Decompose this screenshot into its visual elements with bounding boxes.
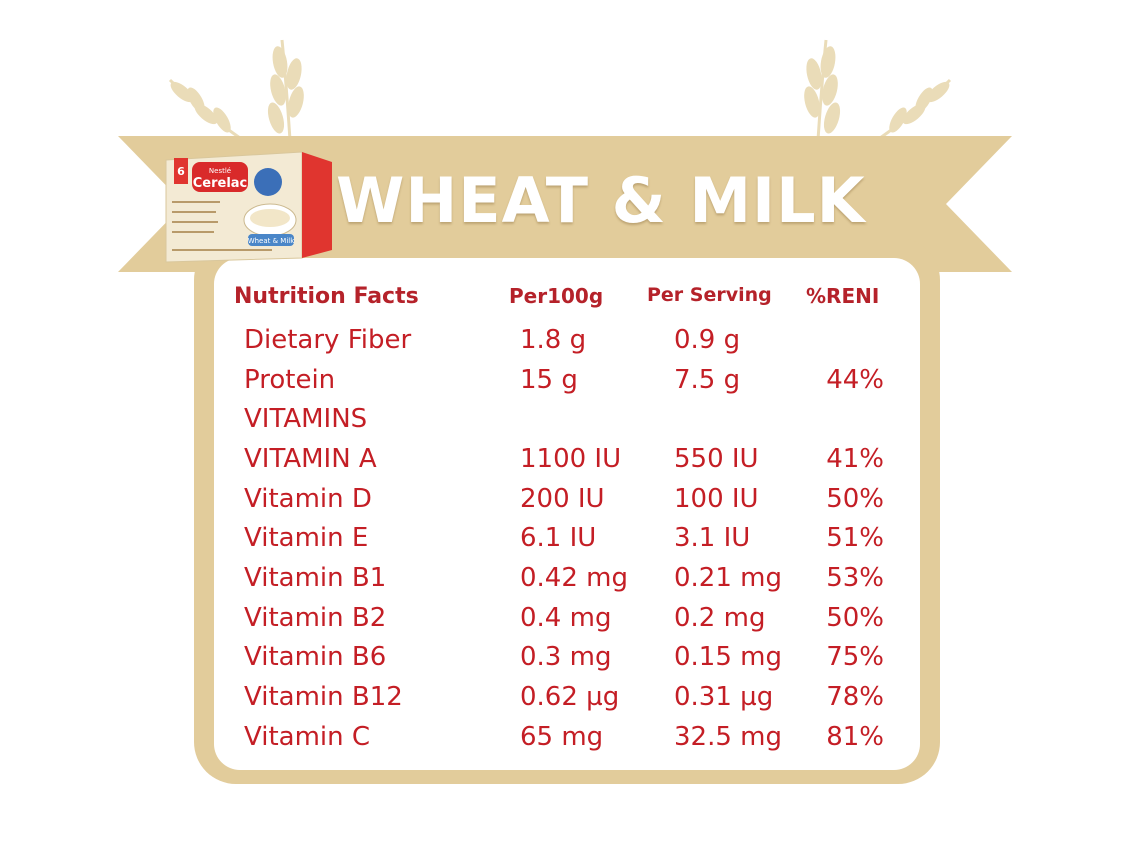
per100-value: 0.42 mg bbox=[520, 563, 628, 593]
per100-value: 200 IU bbox=[520, 484, 605, 514]
nutrition-card-inner bbox=[214, 258, 920, 770]
flavor-label: Wheat & Milk bbox=[248, 237, 296, 245]
nutrient-name: VITAMINS bbox=[244, 404, 368, 434]
per100-value: 0.62 µg bbox=[520, 682, 620, 712]
reni-value: 75% bbox=[826, 642, 884, 672]
reni-value: 81% bbox=[826, 722, 884, 752]
per100-value: 15 g bbox=[520, 365, 578, 395]
nutrient-name: Vitamin B2 bbox=[244, 603, 387, 633]
per-serving-value: 550 IU bbox=[674, 444, 759, 474]
table-row: Vitamin D 200 IU 100 IU 50% bbox=[0, 479, 1134, 519]
nutrient-name: Vitamin B1 bbox=[244, 563, 387, 593]
header-reni: %RENI bbox=[806, 284, 880, 308]
per100-value: 0.3 mg bbox=[520, 642, 612, 672]
table-row: VITAMINS bbox=[0, 399, 1134, 439]
nutrient-name: Protein bbox=[244, 365, 336, 395]
per-serving-value: 0.31 µg bbox=[674, 682, 774, 712]
banner-title: WHEAT & MILK bbox=[336, 164, 866, 237]
reni-value: 53% bbox=[826, 563, 884, 593]
table-row: Vitamin B12 0.62 µg 0.31 µg 78% bbox=[0, 677, 1134, 717]
table-row: Vitamin B2 0.4 mg 0.2 mg 50% bbox=[0, 598, 1134, 638]
per100-value: 0.4 mg bbox=[520, 603, 612, 633]
nutrient-name: Vitamin B6 bbox=[244, 642, 387, 672]
age-badge bbox=[174, 158, 188, 184]
cerelac-box-image: 6 Nestlé Cerelac Wheat & Milk bbox=[165, 151, 332, 263]
per-serving-value: 0.9 g bbox=[674, 325, 741, 355]
per-serving-value: 0.2 mg bbox=[674, 603, 766, 633]
table-row: VITAMIN A 1100 IU 550 IU 41% bbox=[0, 439, 1134, 479]
per-serving-value: 3.1 IU bbox=[674, 523, 751, 553]
table-row: Dietary Fiber 1.8 g 0.9 g bbox=[0, 320, 1134, 360]
header-per100g: Per100g bbox=[509, 284, 604, 308]
nutrient-name: Vitamin B12 bbox=[244, 682, 403, 712]
product-logo: Cerelac bbox=[193, 176, 248, 191]
per-serving-value: 100 IU bbox=[674, 484, 759, 514]
reni-value: 41% bbox=[826, 444, 884, 474]
age-badge-number: 6 bbox=[177, 165, 185, 178]
header-per-serving: Per Serving bbox=[647, 284, 772, 306]
per100-value: 65 mg bbox=[520, 722, 604, 752]
nutrient-name: Vitamin C bbox=[244, 722, 371, 752]
reni-value: 44% bbox=[826, 365, 884, 395]
nutrient-name: VITAMIN A bbox=[244, 444, 377, 474]
per-serving-value: 0.15 mg bbox=[674, 642, 782, 672]
reni-value: 50% bbox=[826, 484, 884, 514]
per100-value: 6.1 IU bbox=[520, 523, 597, 553]
header-nutrition-facts: Nutrition Facts bbox=[234, 284, 419, 309]
nutrient-name: Vitamin D bbox=[244, 484, 372, 514]
nutrient-name: Vitamin E bbox=[244, 523, 369, 553]
per-serving-value: 0.21 mg bbox=[674, 563, 782, 593]
table-row: Vitamin C 65 mg 32.5 mg 81% bbox=[0, 717, 1134, 757]
table-row: Vitamin B1 0.42 mg 0.21 mg 53% bbox=[0, 558, 1134, 598]
table-row: Vitamin B6 0.3 mg 0.15 mg 75% bbox=[0, 637, 1134, 677]
reni-value: 78% bbox=[826, 682, 884, 712]
wheat-right-icon bbox=[804, 39, 952, 141]
brand-logo: Nestlé bbox=[209, 167, 231, 175]
bear-mascot-icon bbox=[254, 168, 282, 196]
nutrition-card bbox=[194, 238, 940, 784]
table-row: Protein 15 g 7.5 g 44% bbox=[0, 360, 1134, 400]
per-serving-value: 32.5 mg bbox=[674, 722, 782, 752]
wheat-left-icon bbox=[168, 39, 304, 141]
reni-value: 51% bbox=[826, 523, 884, 553]
per100-value: 1100 IU bbox=[520, 444, 622, 474]
table-row: Vitamin E 6.1 IU 3.1 IU 51% bbox=[0, 518, 1134, 558]
nutrient-name: Dietary Fiber bbox=[244, 325, 412, 355]
per-serving-value: 7.5 g bbox=[674, 365, 741, 395]
per100-value: 1.8 g bbox=[520, 325, 587, 355]
reni-value: 50% bbox=[826, 603, 884, 633]
